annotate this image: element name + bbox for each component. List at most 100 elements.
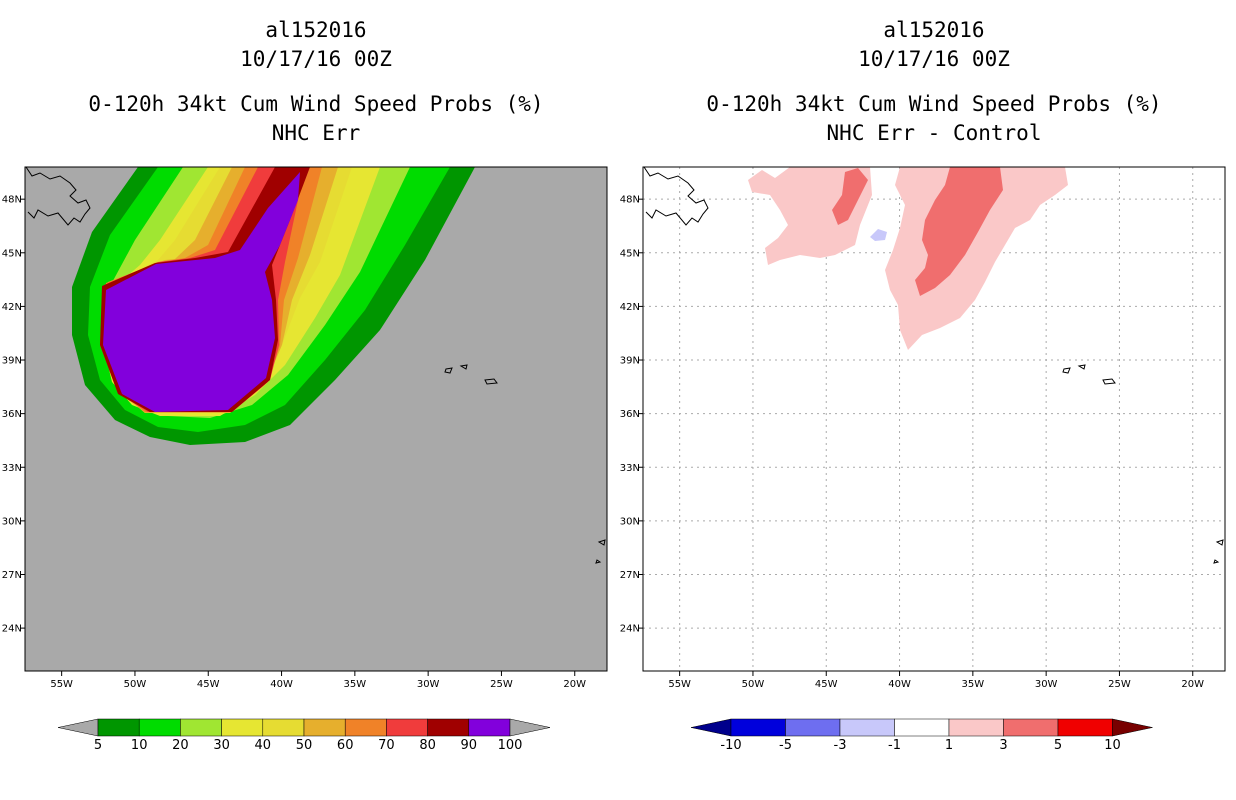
- x-tick-label: 55W: [50, 679, 73, 690]
- right-datetime: 10/17/16 00Z: [858, 47, 1010, 71]
- colorbar-label: -10: [720, 738, 741, 753]
- right-coastlines: [643, 167, 1224, 564]
- y-tick-label: 48N: [2, 195, 22, 206]
- right-frame: [642, 166, 1226, 672]
- anomaly-west-1-3: [748, 167, 872, 265]
- colorbar-extend-low: [690, 718, 732, 737]
- colorbar-label: 70: [378, 738, 395, 753]
- left-colorbar: 5 10 20 30 40 50 60 70 80 90 100: [57, 718, 551, 753]
- left-subtitle: NHC Err: [271, 121, 361, 145]
- y-tick-label: 30N: [620, 516, 640, 527]
- left-coastlines: [25, 167, 606, 564]
- colorbar-label: 30: [213, 738, 230, 753]
- azores-islands: [444, 364, 498, 385]
- colorbar-swatch: [303, 718, 346, 737]
- x-tick-label: 20W: [563, 679, 586, 690]
- left-datetime: 10/17/16 00Z: [240, 47, 392, 71]
- x-tick-label: 35W: [344, 679, 367, 690]
- colorbar-label: 5: [1054, 738, 1062, 753]
- y-tick-label: 27N: [2, 570, 22, 581]
- colorbar-swatch: [948, 718, 1004, 737]
- y-tick-label: 39N: [2, 356, 22, 367]
- y-tick-label: 45N: [620, 248, 640, 259]
- colorbar-label: 1: [945, 738, 953, 753]
- colorbar-label: 3: [999, 738, 1007, 753]
- x-tick-label: 40W: [270, 679, 293, 690]
- x-tick-label: 50W: [124, 679, 147, 690]
- colorbar-swatch: [1057, 718, 1113, 737]
- y-tick-label: 36N: [620, 409, 640, 420]
- left-probability-field: [72, 167, 475, 445]
- y-tick-label: 24N: [620, 624, 640, 635]
- right-title: 0-120h 34kt Cum Wind Speed Probs (%): [706, 92, 1162, 116]
- x-tick-label: 30W: [417, 679, 440, 690]
- y-tick-label: 42N: [620, 302, 640, 313]
- colorbar-swatch: [785, 718, 841, 737]
- anomaly-west-core-3-5: [832, 168, 868, 225]
- right-map-panel: 55W 50W 45W 40W 35W 30W 25W 20W 24N 27N 30N 33N 36N 3…: [620, 166, 1226, 690]
- right-axis-ticks: 55W 50W 45W 40W 35W 30W 25W 20W 24N 27N 30N 33N 36N 3…: [620, 195, 1204, 690]
- x-tick-label: 40W: [888, 679, 911, 690]
- colorbar-label: 10: [1104, 738, 1121, 753]
- x-tick-label: 45W: [197, 679, 220, 690]
- azores-islands-right: [1062, 364, 1116, 385]
- colorbar-label: 60: [337, 738, 354, 753]
- colorbar-extend-low: [57, 718, 99, 737]
- colorbar-swatch: [344, 718, 387, 737]
- colorbar-swatch: [386, 718, 428, 737]
- right-difference-field: [748, 167, 1068, 350]
- left-axis-ticks: 55W 50W 45W 40W 35W 30W 25W 20W 24N 27N 30N 33N 36N 3…: [2, 195, 586, 690]
- colorbar-swatch: [180, 718, 222, 737]
- left-storm-id: al152016: [265, 18, 367, 42]
- colorbar-swatch: [468, 718, 511, 737]
- colorbar-label: -5: [779, 738, 792, 753]
- colorbar-label: 90: [461, 738, 478, 753]
- left-frame: [24, 166, 608, 672]
- madeira-islands: [595, 539, 606, 564]
- right-panel-header: al152016 10/17/16 00Z 0-120h 34kt Cum Wi…: [642, 16, 1226, 148]
- colorbar-label: 20: [172, 738, 189, 753]
- colorbar-extend-high: [509, 718, 551, 737]
- y-tick-label: 33N: [620, 463, 640, 474]
- y-tick-label: 33N: [2, 463, 22, 474]
- x-tick-label: 30W: [1035, 679, 1058, 690]
- right-subtitle: NHC Err - Control: [826, 121, 1042, 145]
- colorbar-swatch: [221, 718, 264, 737]
- y-tick-label: 27N: [620, 570, 640, 581]
- x-tick-label: 35W: [962, 679, 985, 690]
- colorbar-label: 10: [131, 738, 148, 753]
- y-tick-label: 45N: [2, 248, 22, 259]
- anomaly-east-core-3-5: [915, 167, 1003, 296]
- x-tick-label: 45W: [815, 679, 838, 690]
- newfoundland-coast: [25, 167, 91, 226]
- colorbar-label: 5: [94, 738, 102, 753]
- x-tick-label: 20W: [1181, 679, 1204, 690]
- right-colorbar: -10 -5 -3 -1 1 3 5 10: [690, 718, 1153, 753]
- y-tick-label: 36N: [2, 409, 22, 420]
- y-tick-label: 30N: [2, 516, 22, 527]
- colorbar-label: -1: [888, 738, 901, 753]
- x-tick-label: 55W: [668, 679, 691, 690]
- colorbar-swatch: [730, 718, 786, 737]
- x-tick-label: 25W: [1108, 679, 1131, 690]
- colorbar-label: 50: [296, 738, 313, 753]
- y-tick-label: 39N: [620, 356, 640, 367]
- colorbar-swatch: [839, 718, 895, 737]
- colorbar-extend-high: [1112, 718, 1153, 737]
- colorbar-label: 80: [419, 738, 436, 753]
- band-90-100: [103, 172, 300, 412]
- x-tick-label: 25W: [490, 679, 513, 690]
- colorbar-label: -3: [834, 738, 847, 753]
- colorbar-label: 40: [255, 738, 272, 753]
- colorbar-swatch: [894, 718, 950, 737]
- y-tick-label: 48N: [620, 195, 640, 206]
- colorbar-swatch: [138, 718, 181, 737]
- x-tick-label: 50W: [742, 679, 765, 690]
- y-tick-label: 42N: [2, 302, 22, 313]
- y-tick-label: 24N: [2, 624, 22, 635]
- right-storm-id: al152016: [883, 18, 985, 42]
- left-panel-header: al152016 10/17/16 00Z 0-120h 34kt Cum Wi…: [24, 16, 608, 148]
- colorbar-swatch: [97, 718, 140, 737]
- colorbar-swatch: [262, 718, 305, 737]
